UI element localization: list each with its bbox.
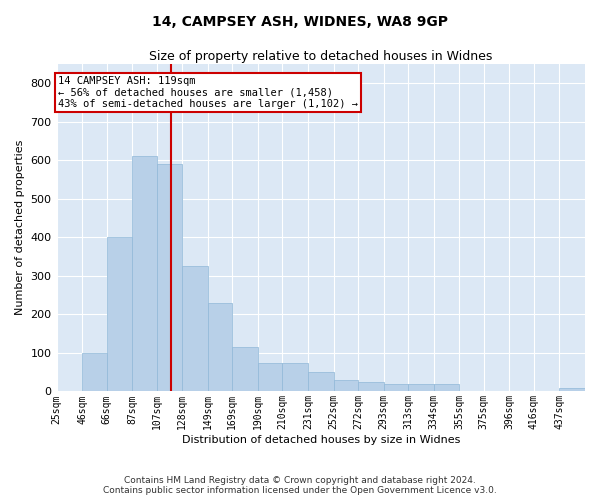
- Bar: [434, 384, 459, 392]
- Bar: [358, 382, 383, 392]
- X-axis label: Distribution of detached houses by size in Widnes: Distribution of detached houses by size …: [182, 435, 460, 445]
- Bar: [559, 388, 585, 392]
- Text: 14 CAMPSEY ASH: 119sqm
← 56% of detached houses are smaller (1,458)
43% of semi-: 14 CAMPSEY ASH: 119sqm ← 56% of detached…: [58, 76, 358, 109]
- Bar: [208, 303, 232, 392]
- Bar: [56, 390, 82, 392]
- Bar: [408, 384, 434, 392]
- Bar: [82, 353, 107, 392]
- Bar: [308, 372, 334, 392]
- Title: Size of property relative to detached houses in Widnes: Size of property relative to detached ho…: [149, 50, 493, 63]
- Bar: [107, 238, 132, 392]
- Bar: [232, 347, 258, 392]
- Bar: [283, 362, 308, 392]
- Bar: [383, 384, 408, 392]
- Bar: [157, 164, 182, 392]
- Bar: [132, 156, 157, 392]
- Bar: [334, 380, 358, 392]
- Bar: [258, 362, 283, 392]
- Bar: [182, 266, 208, 392]
- Y-axis label: Number of detached properties: Number of detached properties: [15, 140, 25, 316]
- Text: 14, CAMPSEY ASH, WIDNES, WA8 9GP: 14, CAMPSEY ASH, WIDNES, WA8 9GP: [152, 15, 448, 29]
- Text: Contains HM Land Registry data © Crown copyright and database right 2024.
Contai: Contains HM Land Registry data © Crown c…: [103, 476, 497, 495]
